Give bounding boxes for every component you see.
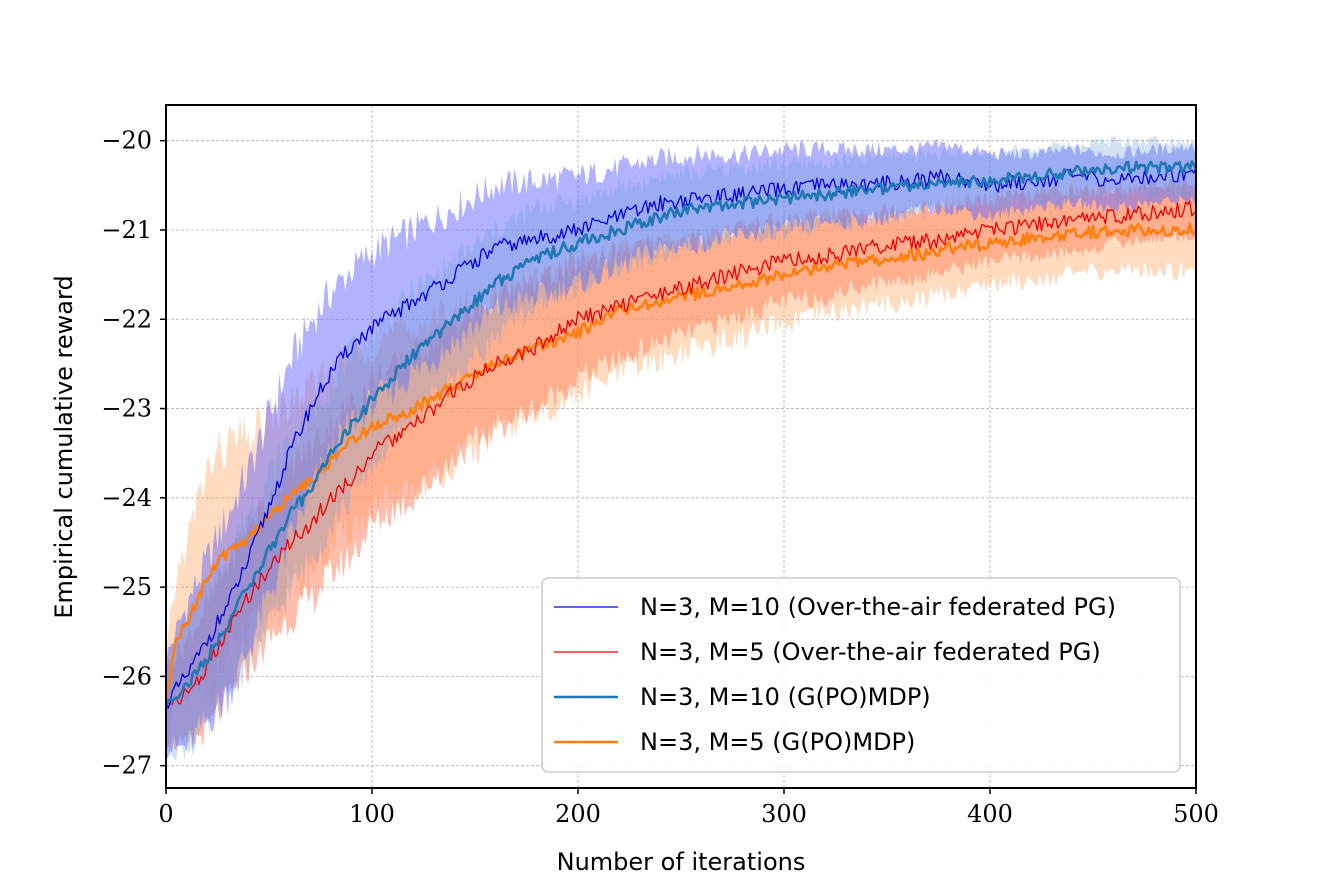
x-tick-label: 200 [555,800,601,828]
line-ota-m10 [166,166,1196,710]
legend-box [541,577,1181,773]
legend-label-gpomdp-m5: N=3, M=5 (G(PO)MDP) [640,728,915,756]
y-tick-label: −24 [101,484,152,512]
x-tick-label: 300 [761,800,807,828]
y-tick-label: −23 [101,395,152,423]
y-tick-label: −22 [101,305,152,333]
line-gpomdp-m5 [166,222,1196,700]
plot-frame [165,104,1197,789]
x-tick-label: 500 [1173,800,1219,828]
band-gpomdp-m10 [166,135,1196,761]
line-gpomdp-m10 [166,160,1196,707]
axis-ticks: 0 100 200 300 400 500 −27 −26 −25 −24 −23 −22 −21 −20 [101,127,1219,828]
series-lines [166,160,1196,710]
x-tick-label: 100 [349,800,395,828]
y-tick-label: −27 [101,752,152,780]
y-tick-label: −26 [101,662,152,690]
x-tick-label: 400 [967,800,1013,828]
y-axis-label: Empirical cumulative reward [50,275,78,618]
y-tick-label: −21 [101,216,152,244]
legend: N=3, M=10 (Over-the-air federated PG) N=3… [541,577,1181,773]
y-tick-label: −20 [101,127,152,155]
y-tick-label: −25 [101,573,152,601]
band-ota-m5 [166,177,1196,751]
legend-label-gpomdp-m10: N=3, M=10 (G(PO)MDP) [640,683,931,711]
legend-label-ota-m10: N=3, M=10 (Over-the-air federated PG) [640,593,1116,621]
x-axis-label: Number of iterations [557,848,806,876]
x-tick-label: 0 [158,800,173,828]
line-ota-m5 [166,200,1196,706]
legend-label-ota-m5: N=3, M=5 (Over-the-air federated PG) [640,638,1101,666]
